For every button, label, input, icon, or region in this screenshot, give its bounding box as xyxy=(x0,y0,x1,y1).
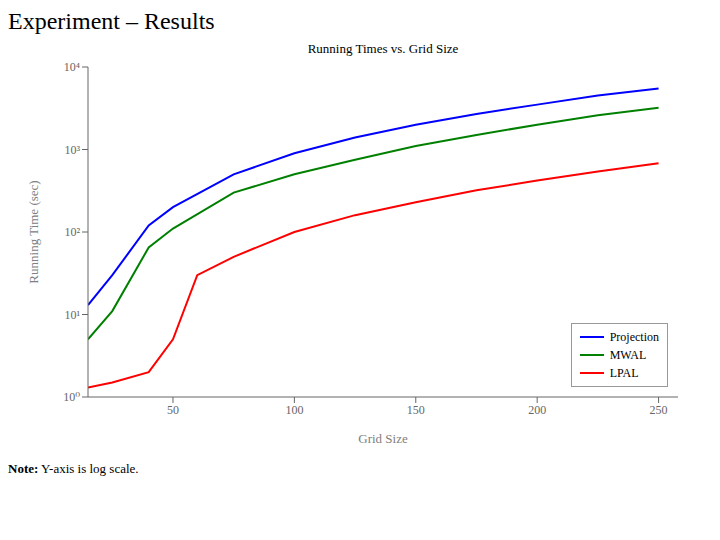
svg-text:10⁴: 10⁴ xyxy=(64,60,80,74)
html-text:Experiment – Results: Experiment – Results xyxy=(8,8,215,34)
svg-text:200: 200 xyxy=(528,403,546,417)
svg-text:Grid Size: Grid Size xyxy=(358,431,408,446)
svg-text:10²: 10² xyxy=(64,225,80,239)
svg-text:100: 100 xyxy=(285,403,303,417)
html-text:LPAL: LPAL xyxy=(609,366,639,380)
svg-text:10³: 10³ xyxy=(64,143,80,157)
html-text:MWAL: MWAL xyxy=(609,348,647,362)
svg-text:50: 50 xyxy=(167,403,179,417)
svg-text:250: 250 xyxy=(650,403,668,417)
svg-text:150: 150 xyxy=(407,403,425,417)
svg-text:Running Time (sec): Running Time (sec) xyxy=(26,180,41,283)
svg-text:10⁰: 10⁰ xyxy=(63,390,80,404)
svg-text:10¹: 10¹ xyxy=(64,308,80,322)
html-text:Projection: Projection xyxy=(609,330,659,344)
html-text:Running Times vs. Grid Size: Running Times vs. Grid Size xyxy=(307,41,459,56)
html-text:Note: Y-axis is log scale.: Note: Y-axis is log scale. xyxy=(8,461,139,476)
